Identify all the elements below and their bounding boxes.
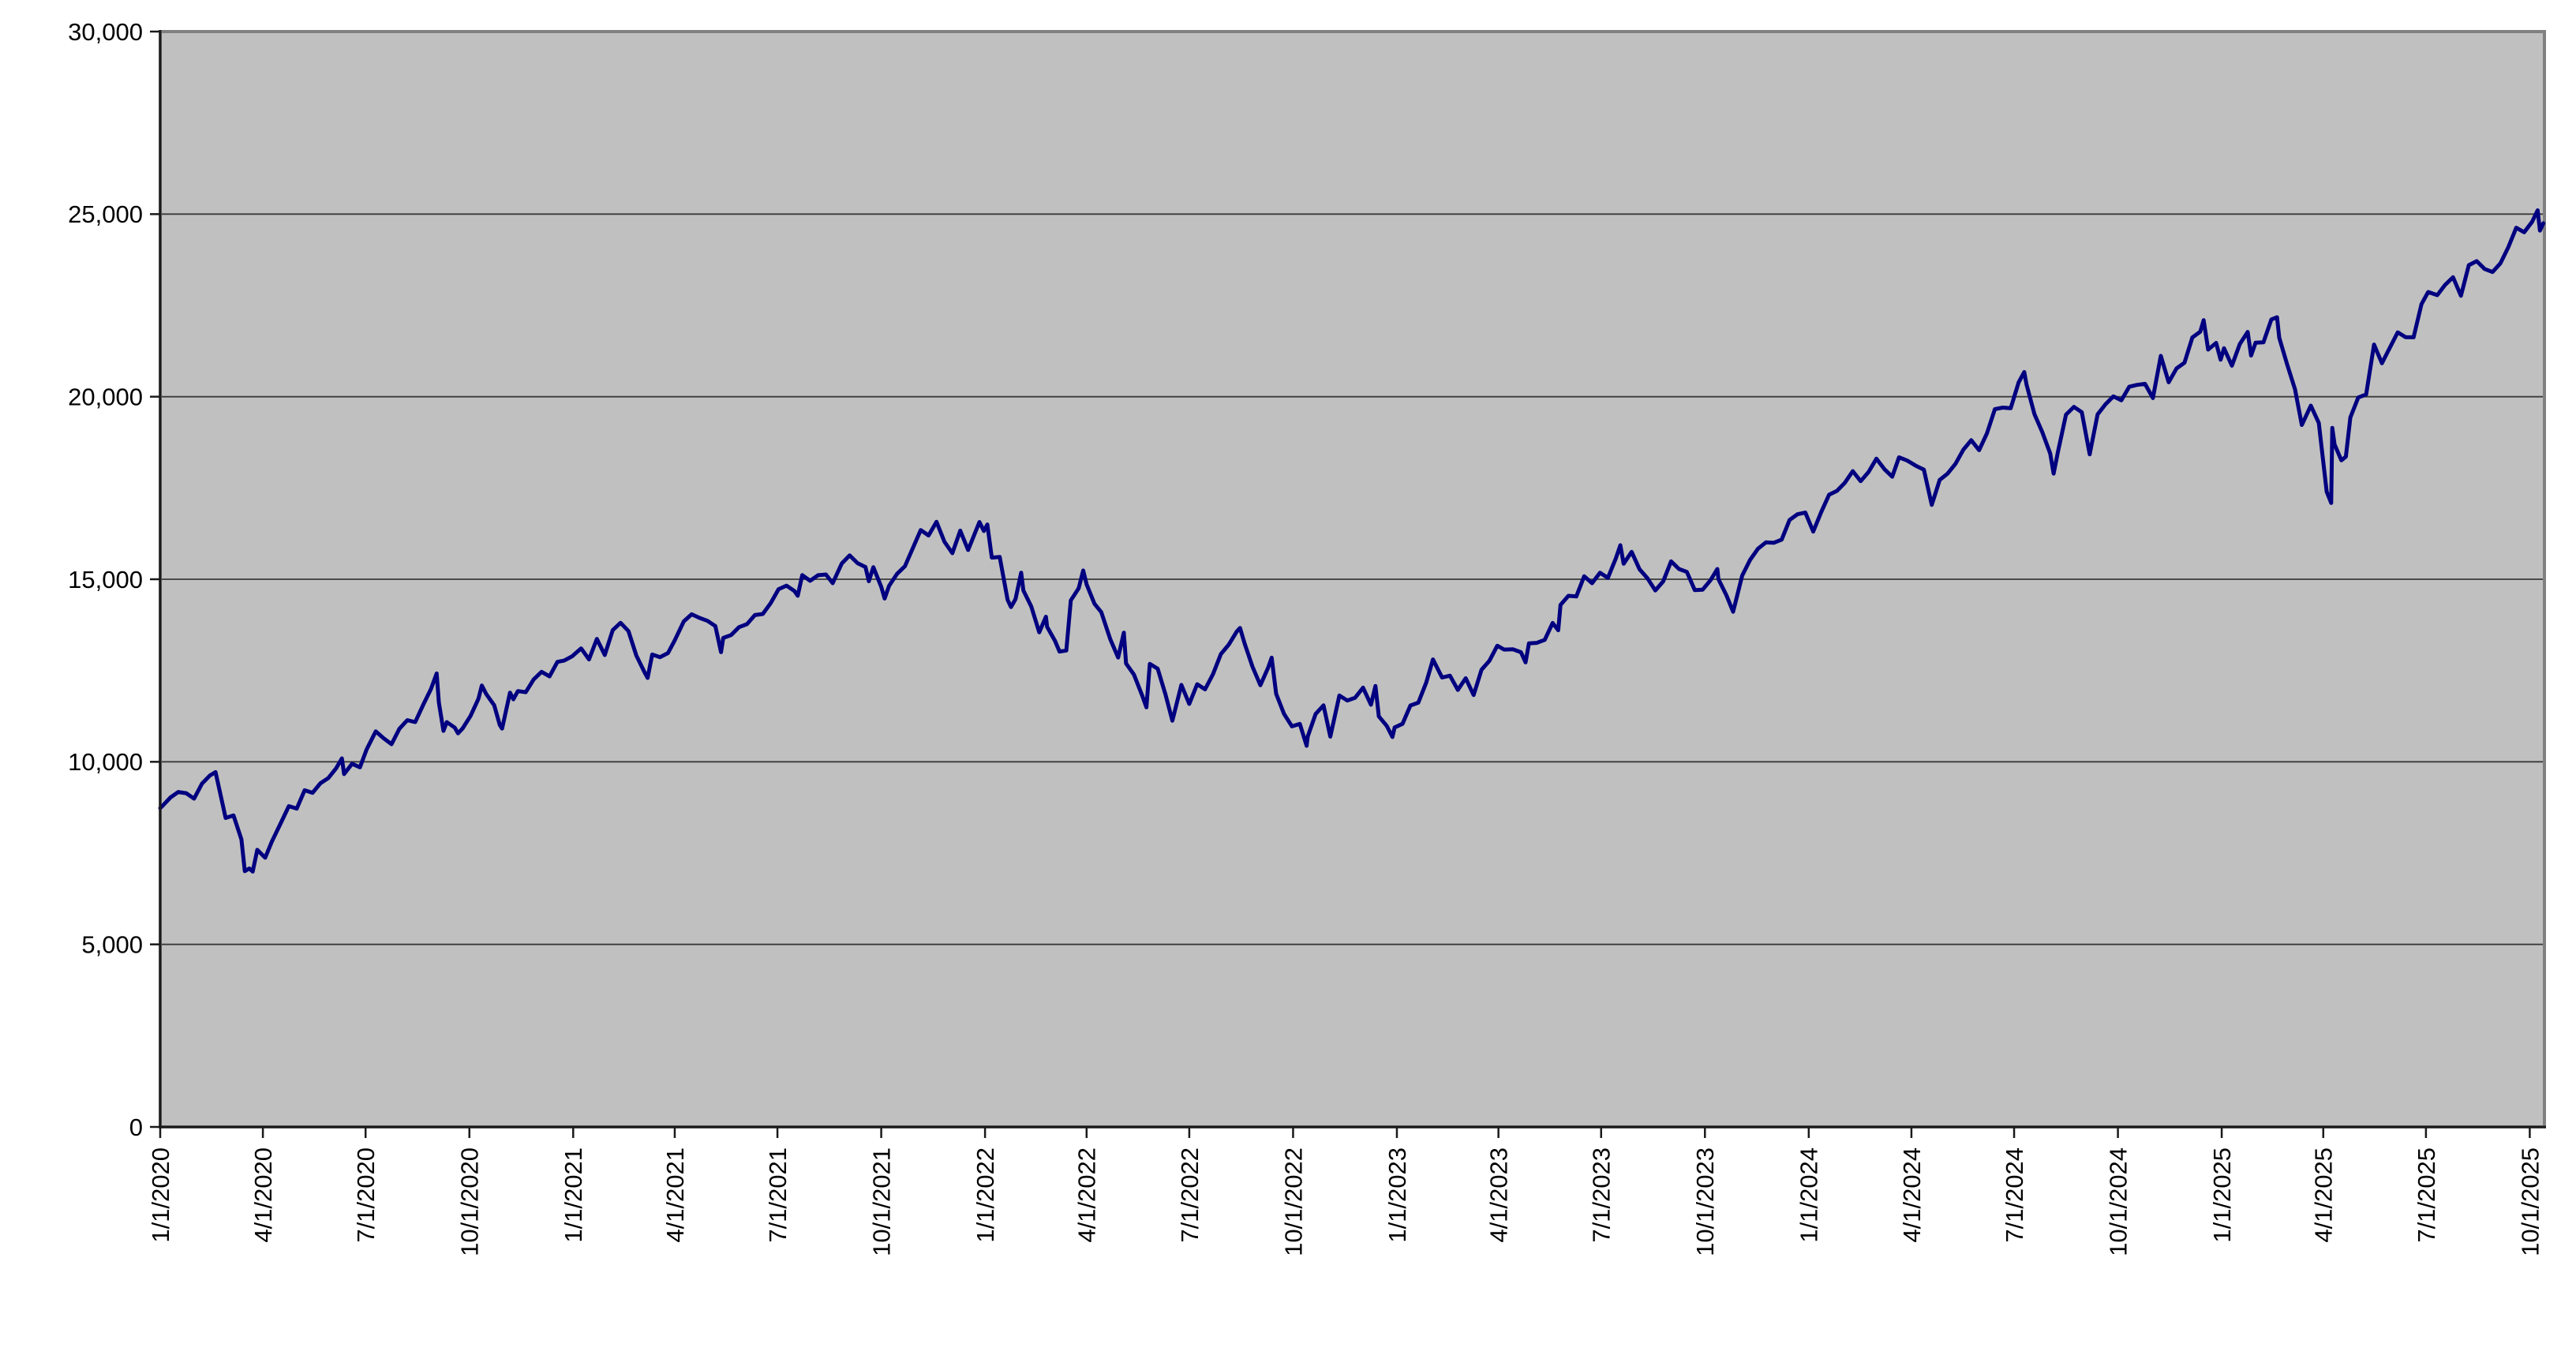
x-tick-label: 10/1/2023: [1691, 1147, 1719, 1256]
x-tick-label: 4/1/2021: [661, 1147, 689, 1243]
x-tick-label: 7/1/2022: [1176, 1147, 1204, 1243]
x-tick-label: 7/1/2020: [352, 1147, 380, 1243]
gridlines: [160, 213, 2544, 945]
x-tick-label: 10/1/2022: [1279, 1147, 1307, 1256]
price-line: [158, 208, 2546, 874]
y-tick-label: 5,000: [81, 931, 143, 959]
x-tick-label: 7/1/2024: [2001, 1147, 2028, 1243]
x-tick-label: 7/1/2025: [2413, 1147, 2440, 1243]
y-tick-label: 30,000: [68, 18, 143, 46]
x-tick-label: 4/1/2024: [1898, 1147, 1926, 1243]
y-tick-label: 25,000: [68, 200, 143, 228]
x-tick-label: 10/1/2025: [2516, 1147, 2544, 1256]
x-tick-label: 1/1/2020: [147, 1147, 174, 1243]
y-tick-label: 10,000: [68, 748, 143, 776]
x-tick-label: 10/1/2021: [867, 1147, 895, 1256]
x-tick-label: 4/1/2020: [249, 1147, 277, 1243]
x-axis: 1/1/2020 4/1/2020 7/1/2020 10/1/2020 1/1/202…: [147, 1127, 2544, 1256]
x-tick-label: 1/1/2024: [1795, 1147, 1823, 1243]
y-tick-label: 15,000: [68, 566, 143, 593]
x-tick-label: 4/1/2022: [1073, 1147, 1101, 1243]
x-tick-label: 4/1/2023: [1485, 1147, 1512, 1243]
y-tick-label: 0: [129, 1114, 143, 1141]
y-tick-label: 20,000: [68, 384, 143, 411]
x-tick-label: 1/1/2023: [1383, 1147, 1411, 1243]
x-tick-label: 1/1/2021: [560, 1147, 587, 1243]
x-tick-label: 1/1/2022: [972, 1147, 999, 1243]
x-tick-label: 4/1/2025: [2310, 1147, 2338, 1243]
x-tick-label: 7/1/2021: [764, 1147, 792, 1243]
y-axis: 0 5,000 10,000 15,000 20,000 25,000 30,000: [68, 18, 160, 1141]
x-tick-label: 7/1/2023: [1588, 1147, 1616, 1243]
x-tick-label: 1/1/2025: [2208, 1147, 2236, 1243]
x-tick-label: 10/1/2020: [456, 1147, 484, 1256]
x-tick-label: 10/1/2024: [2104, 1147, 2132, 1256]
